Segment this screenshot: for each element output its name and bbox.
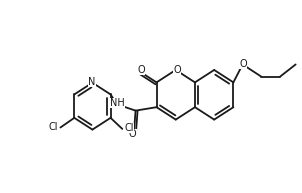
Text: O: O (129, 129, 137, 139)
Text: O: O (137, 65, 145, 75)
Text: N: N (88, 77, 95, 87)
Text: Cl: Cl (49, 122, 58, 132)
Text: Cl: Cl (124, 123, 134, 133)
Text: O: O (239, 59, 247, 69)
Text: O: O (173, 65, 181, 75)
Text: NH: NH (110, 98, 124, 108)
